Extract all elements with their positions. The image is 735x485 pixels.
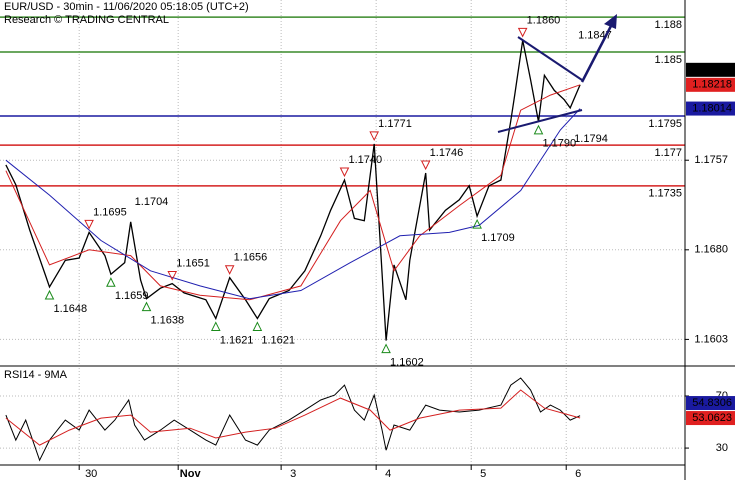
value-box [686,411,735,426]
high-marker [420,160,431,171]
value-box-label: 1.1823 [698,64,732,76]
level-label: 1.1735 [648,188,682,200]
annotation-label: 1.1709 [481,232,515,244]
annotation-label: 1.1746 [430,147,464,159]
y-tick-label: 1.1603 [694,333,728,345]
annotation-label: 1.1740 [348,154,382,166]
y-tick-label: 1.1757 [694,154,728,166]
series-line [5,389,581,446]
annotation-label: 1.1771 [378,118,412,130]
value-box [686,396,735,411]
y-tick-label: 30 [716,442,728,454]
annotation-label: 1.1794 [574,133,608,145]
annotation-label: 1.1621 [220,334,254,346]
x-tick-label: 4 [385,468,391,480]
level-label: 1.1795 [648,118,682,130]
high-marker [339,167,350,178]
chart-title: EUR/USD - 30min - 11/06/2020 05:18:05 (U… [4,1,249,13]
high-marker [369,131,379,142]
arrow-head [604,14,617,29]
annotation-label: 1.1602 [390,356,424,368]
trend-line [517,36,583,81]
low-marker [210,321,221,331]
low-marker [472,218,482,229]
series-line [5,377,581,462]
trend-line [497,109,583,133]
annotation-label: 1.1704 [135,196,169,208]
low-marker [252,321,263,331]
annotation-label: 1.1659 [115,290,149,302]
value-box [686,62,735,77]
value-box-label: 1.18014 [692,102,732,114]
low-marker [533,124,544,135]
x-tick-label: 30 [85,468,97,480]
low-marker [106,277,116,287]
chart-subtitle: Research © TRADING CENTRAL [4,14,169,26]
annotation-label: 1.1648 [53,303,87,315]
y-tick-label: 1.1680 [694,244,728,256]
low-marker [141,301,152,312]
x-tick-label: Nov [180,468,202,480]
high-marker [517,27,528,38]
high-marker [167,271,178,281]
low-marker [44,289,55,300]
level-label: 1.177 [654,147,682,159]
annotation-label: 1.1656 [234,252,268,264]
level-label: 1.188 [654,19,682,31]
x-tick-label: 3 [290,468,296,480]
x-tick-label: 6 [575,468,581,480]
annotation-label: 1.1860 [527,14,561,26]
annotation-label: 1.1695 [93,206,127,218]
value-box-label: 54.8306 [692,397,732,409]
annotation-label: 1.1651 [176,257,210,269]
value-box [686,77,735,92]
series-line [5,108,581,300]
series-line [5,84,581,301]
level-label: 1.185 [654,54,682,66]
rsi-title: RSI14 - 9MA [4,369,68,381]
forecast-arrow [580,23,614,83]
low-marker [381,343,391,354]
high-marker [224,265,235,275]
value-box-label: 53.0623 [692,412,732,424]
annotation-label: 1.1790 [542,138,576,150]
annotation-label: 1.1638 [151,315,185,327]
annotation-label: 1.1621 [261,334,295,346]
x-tick-label: 5 [480,468,486,480]
series-line [5,40,581,341]
value-box-label: 1.18218 [692,79,732,91]
value-box [686,101,735,116]
high-marker [84,219,94,230]
